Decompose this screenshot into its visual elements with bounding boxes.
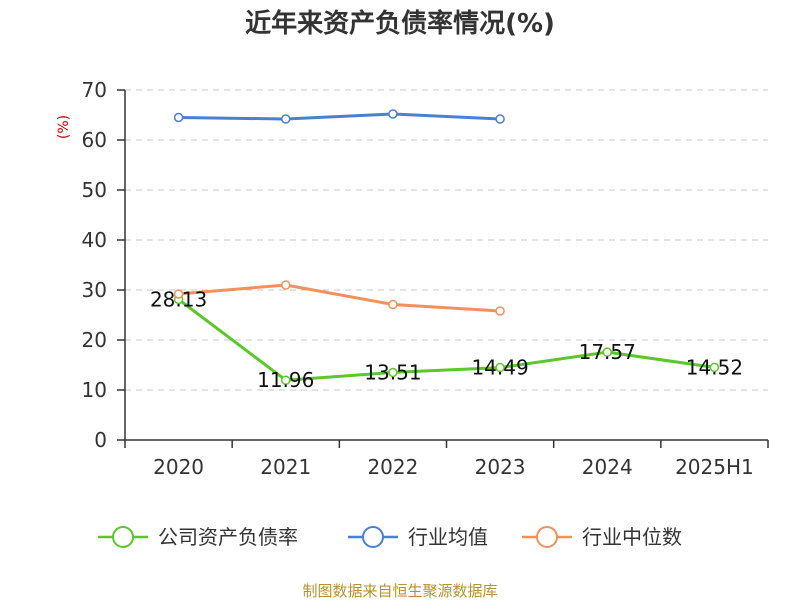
y-tick-label-40: 40 [82, 228, 107, 252]
legend-marker-2 [536, 526, 558, 548]
x-tick-label-2024: 2024 [582, 455, 633, 479]
data-point-0-2024 [602, 347, 612, 357]
x-tick-label-2020: 2020 [153, 455, 204, 479]
data-point-0-2021 [281, 375, 291, 385]
data-point-0-2022 [388, 367, 398, 378]
legend-label-0: 公司资产负债率 [158, 525, 298, 549]
y-tick-label-60: 60 [82, 128, 107, 152]
data-point-1-2023 [495, 114, 505, 124]
y-tick-label-30: 30 [82, 278, 107, 302]
y-tick-label-10: 10 [82, 378, 107, 402]
data-label-0-2022: 13.51 [364, 360, 421, 384]
grid [125, 89, 768, 391]
data-label-0-2025H1: 14.52 [686, 355, 743, 379]
y-axis-unit-label: (%) [56, 115, 72, 139]
axes: 0 10 20 30 40 50 60 70 2020 2021 2022 2023 2024 2025H… [82, 78, 769, 479]
source-note: 制图数据来自恒生聚源数据库 [302, 582, 497, 600]
data-point-2-2021 [281, 280, 291, 290]
chart-title: 近年来资产负债率情况(%) [245, 8, 555, 39]
data-label-0-2021: 11.96 [257, 368, 314, 392]
legend-label-2: 行业中位数 [582, 525, 682, 549]
data-point-1-2022 [388, 109, 398, 119]
series-line-2 [177, 283, 502, 313]
data-label-0-2020: 28.13 [150, 287, 207, 311]
x-tick-label-2022: 2022 [367, 455, 418, 479]
data-point-1-2020 [173, 112, 184, 123]
series-layer [173, 109, 720, 385]
data-point-0-2025H1 [709, 362, 720, 373]
legend-marker-0 [112, 526, 134, 548]
series-line-1 [177, 112, 502, 121]
data-labels: 28.13 11.96 13.51 14.49 17.57 14.52 [150, 287, 743, 392]
x-tick-label-2021: 2021 [260, 455, 311, 479]
data-label-0-2023: 14.49 [471, 356, 528, 380]
x-tick-label-2025H1: 2025H1 [675, 455, 754, 479]
y-tick-label-0: 0 [94, 428, 107, 452]
data-label-0-2024: 17.57 [579, 340, 636, 364]
data-point-2-2023 [495, 306, 505, 316]
data-point-0-2023 [495, 362, 505, 373]
legend-label-1: 行业均值 [408, 525, 488, 549]
series-line-0 [177, 297, 716, 382]
legend-marker-1 [362, 526, 384, 548]
y-tick-label-70: 70 [82, 78, 107, 102]
data-point-2-2020 [173, 289, 184, 299]
y-tick-label-20: 20 [82, 328, 107, 352]
y-tick-label-50: 50 [82, 178, 107, 202]
x-tick-label-2023: 2023 [475, 455, 526, 479]
data-point-2-2022 [388, 299, 398, 310]
data-point-1-2021 [281, 114, 291, 124]
legend: 公司资产负债率 行业均值 行业中位数 [98, 525, 682, 549]
